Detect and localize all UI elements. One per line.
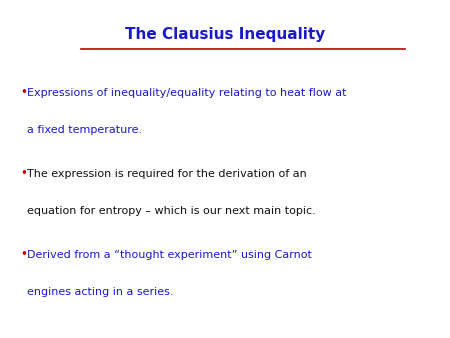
Text: •: • <box>20 248 27 261</box>
Text: •: • <box>20 167 27 180</box>
Text: The expression is required for the derivation of an: The expression is required for the deriv… <box>27 169 307 179</box>
Text: Derived from a “thought experiment” using Carnot: Derived from a “thought experiment” usin… <box>27 250 312 260</box>
Text: equation for entropy – which is our next main topic.: equation for entropy – which is our next… <box>27 206 316 216</box>
Text: a fixed temperature.: a fixed temperature. <box>27 125 142 135</box>
Text: •: • <box>20 86 27 99</box>
Text: Expressions of inequality/equality relating to heat flow at: Expressions of inequality/equality relat… <box>27 88 346 98</box>
Text: engines acting in a series.: engines acting in a series. <box>27 287 174 297</box>
Text: The Clausius Inequality: The Clausius Inequality <box>125 27 325 42</box>
